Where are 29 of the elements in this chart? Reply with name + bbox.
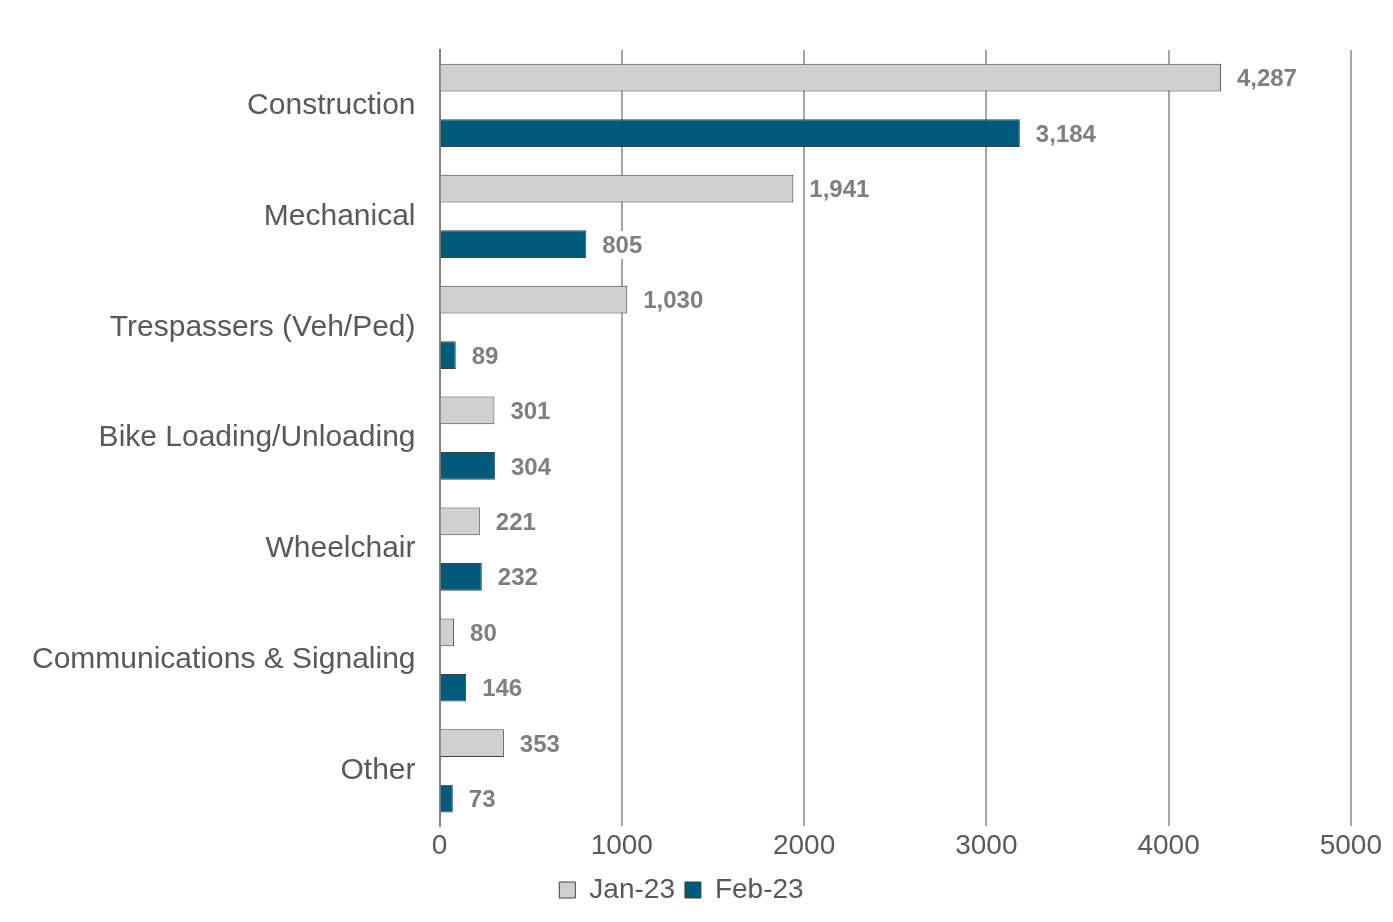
data-label: 1,941	[809, 175, 870, 203]
y-tick-label: Wheelchair	[265, 530, 416, 564]
data-label: 146	[482, 674, 523, 702]
y-tick-label: Trespassers (Veh/Ped)	[109, 308, 416, 342]
legend-label: Feb-23	[714, 872, 804, 904]
data-label: 4,287	[1236, 64, 1297, 92]
y-tick-label: Bike Loading/Unloading	[98, 419, 416, 453]
data-label: 221	[495, 508, 536, 536]
x-tick-label: 4000	[1137, 828, 1200, 860]
data-label: 304	[510, 452, 552, 480]
data-label: 3,184	[1035, 119, 1097, 147]
y-tick-label: Construction	[247, 86, 416, 120]
x-tick-label: 1000	[590, 828, 653, 860]
x-tick-label: 2000	[772, 828, 836, 860]
data-label: 353	[519, 729, 560, 757]
legend-label: Jan-23	[589, 872, 675, 904]
data-label: 805	[602, 230, 643, 258]
x-tick-label: 5000	[1319, 828, 1382, 860]
x-tick-label: 0	[431, 828, 448, 860]
data-label: 73	[468, 785, 496, 813]
y-tick-label: Communications & Signaling	[31, 641, 416, 675]
y-tick-label: Mechanical	[263, 197, 416, 231]
data-label: 80	[470, 618, 497, 646]
data-label: 232	[497, 563, 538, 591]
data-label: 1,030	[643, 286, 704, 314]
y-tick-label: Other	[340, 752, 416, 786]
data-label: 301	[510, 397, 551, 425]
x-tick-label: 3000	[955, 828, 1018, 860]
data-label: 89	[471, 341, 499, 369]
